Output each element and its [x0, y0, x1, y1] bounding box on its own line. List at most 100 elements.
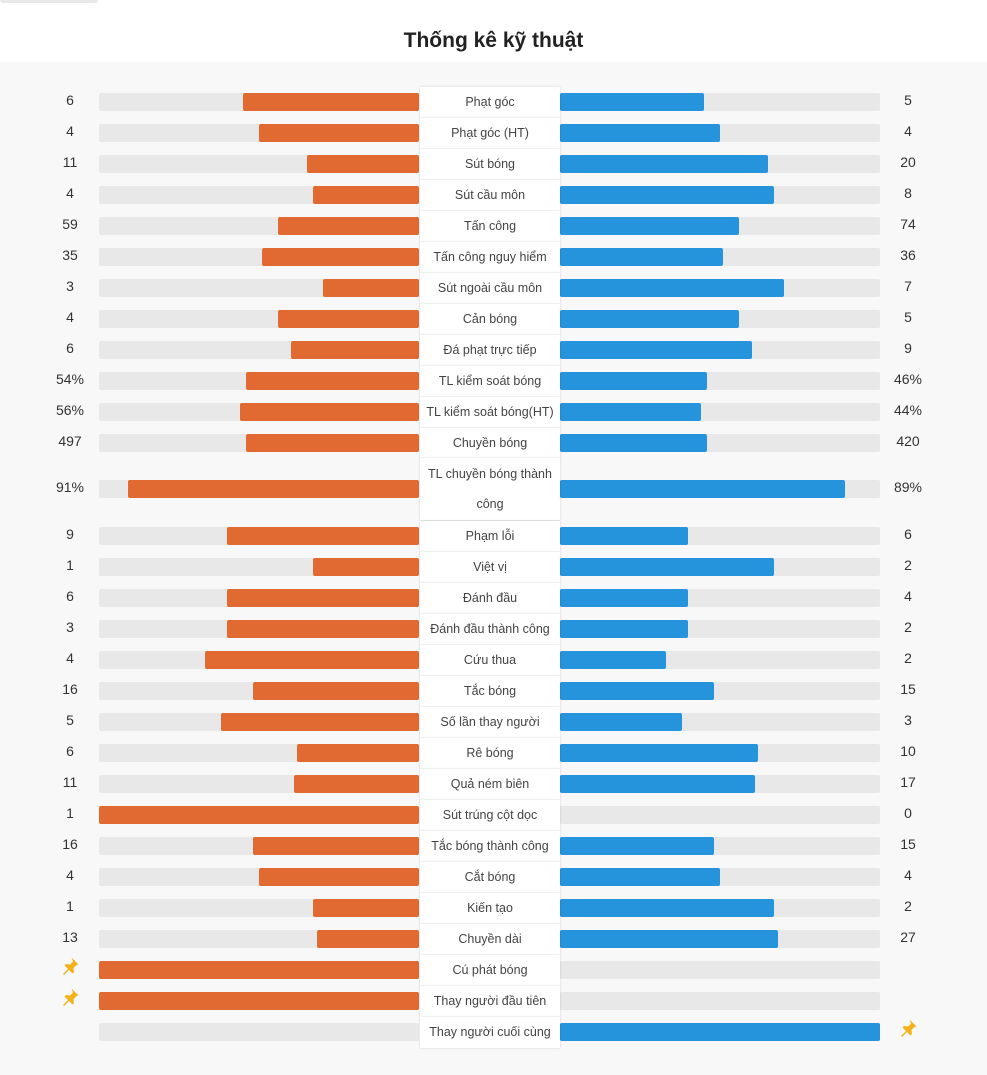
home-bar [297, 744, 419, 762]
away-bar [560, 558, 774, 576]
stat-label: Kiến tạo [420, 892, 560, 924]
away-value: 36 [900, 247, 916, 263]
away-bar-track [560, 868, 880, 886]
away-bar [560, 713, 682, 731]
home-bar-track [99, 480, 419, 498]
away-bar [560, 480, 845, 498]
away-bar-track [560, 217, 880, 235]
away-value: 2 [904, 650, 912, 666]
home-value: 91% [55, 479, 85, 495]
home-bar [278, 310, 419, 328]
away-value: 3 [904, 712, 912, 728]
stat-label: Phạm lỗi [420, 520, 560, 552]
away-bar-track [560, 961, 880, 979]
stat-label: Thay người cuối cùng [420, 1016, 560, 1048]
stat-label: Cứu thua [420, 644, 560, 676]
stat-label: Sút bóng [420, 148, 560, 180]
home-bar-track [99, 744, 419, 762]
page-title: Thống kê kỹ thuật [403, 29, 584, 52]
home-value: 497 [58, 433, 82, 449]
home-bar [246, 372, 419, 390]
stat-label: Cú phát bóng [420, 954, 560, 986]
home-bar [240, 403, 419, 421]
away-bar [560, 310, 739, 328]
away-bar [560, 682, 714, 700]
away-bar-track [560, 651, 880, 669]
away-bar [560, 403, 701, 421]
away-bar-track [560, 93, 880, 111]
stat-label: Rê bóng [420, 737, 560, 769]
home-bar [313, 186, 419, 204]
home-bar-track [99, 310, 419, 328]
home-bar [221, 713, 419, 731]
home-value: 3 [66, 619, 74, 635]
away-bar [560, 93, 704, 111]
away-value: 4 [904, 123, 912, 139]
away-bar [560, 775, 755, 793]
home-bar-track [99, 899, 419, 917]
away-value: 15 [900, 836, 916, 852]
away-bar [560, 899, 774, 917]
home-bar-track [99, 124, 419, 142]
home-bar-track [99, 1023, 419, 1041]
away-bar [560, 744, 758, 762]
home-value: 54% [55, 371, 85, 387]
home-value: 4 [66, 309, 74, 325]
stat-label: Sút cầu môn [420, 179, 560, 211]
away-bar-track [560, 620, 880, 638]
home-bar-track [99, 713, 419, 731]
away-bar [560, 372, 707, 390]
away-bar-track [560, 837, 880, 855]
away-bar-track [560, 744, 880, 762]
away-bar [560, 1023, 880, 1041]
stat-label: Đánh đầu [420, 582, 560, 614]
away-bar-track [560, 124, 880, 142]
home-value: 59 [62, 216, 78, 232]
home-bar [227, 589, 419, 607]
stat-label: Đá phạt trực tiếp [420, 334, 560, 366]
home-bar [313, 558, 419, 576]
away-bar-track [560, 775, 880, 793]
away-value: 420 [896, 433, 920, 449]
away-bar-track [560, 155, 880, 173]
home-bar [262, 248, 419, 266]
home-bar [227, 620, 419, 638]
away-value: 5 [904, 309, 912, 325]
away-value: 4 [904, 588, 912, 604]
away-bar [560, 186, 774, 204]
home-bar-track [99, 341, 419, 359]
away-bar-track [560, 589, 880, 607]
away-bar-track [560, 527, 880, 545]
stat-label: Tắc bóng [420, 675, 560, 707]
home-bar-track [99, 186, 419, 204]
away-bar-track [560, 682, 880, 700]
away-bar-track [560, 480, 880, 498]
home-value: 11 [62, 774, 78, 790]
home-bar [317, 930, 419, 948]
away-bar-track [560, 899, 880, 917]
home-bar-track [99, 651, 419, 669]
away-bar-track [560, 310, 880, 328]
home-bar-track [99, 837, 419, 855]
stat-label: TL chuyền bóng thành công [420, 458, 560, 520]
away-bar-track [560, 1023, 880, 1041]
home-bar-track [99, 155, 419, 173]
away-value: 20 [900, 154, 916, 170]
home-bar [205, 651, 419, 669]
home-bar-track [99, 682, 419, 700]
away-bar-track [560, 434, 880, 452]
home-bar-track [99, 992, 419, 1010]
home-value: 6 [66, 743, 74, 759]
away-bar-track [560, 806, 880, 824]
away-value: 2 [904, 898, 912, 914]
home-bar [99, 961, 419, 979]
stat-label: Việt vị [420, 551, 560, 583]
home-bar [259, 124, 419, 142]
home-bar-track [99, 930, 419, 948]
stat-label: Phạt góc [420, 86, 560, 118]
away-bar-track [560, 992, 880, 1010]
stat-label: Chuyền bóng [420, 427, 560, 459]
pin-icon [60, 956, 80, 976]
home-value: 4 [66, 123, 74, 139]
away-value: 89% [893, 479, 923, 495]
